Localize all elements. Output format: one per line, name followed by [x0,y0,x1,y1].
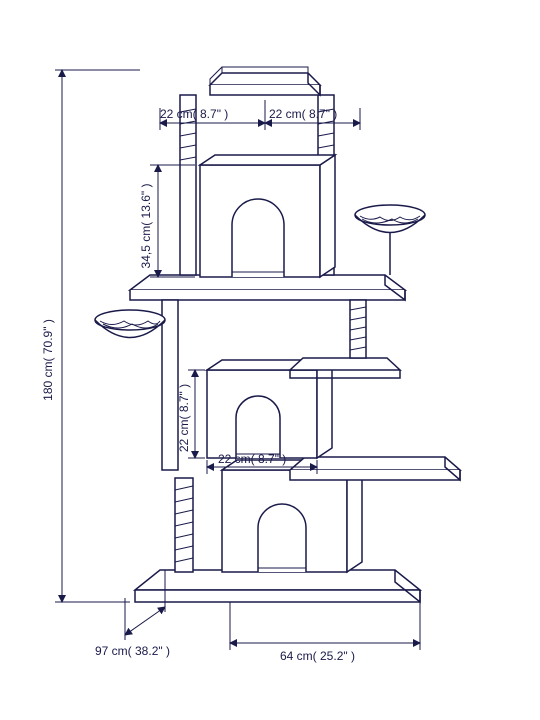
dim-mid-height: 22 cm( 8.7" ) [177,370,205,458]
dim-height-total: 180 cm( 70.9" ) [41,70,140,602]
dim-upper-house-label: 34,5 cm( 13.6" ) [139,184,153,269]
left-hammock [95,310,165,338]
dim-base-width: 64 cm( 25.2" ) [230,602,420,663]
dim-top-left-label: 22 cm( 8.7" ) [160,107,228,121]
dim-top-right-label: 22 cm( 8.7" ) [269,107,337,121]
mid-house [207,360,332,458]
dim-base-depth-label: 97 cm( 38.2" ) [95,644,170,658]
cat-tree-diagram: 180 cm( 70.9" ) 22 cm( 8.7" ) 22 cm( 8.7… [0,0,540,720]
right-hammock [355,205,425,275]
upper-house [200,155,335,277]
base-platform [135,570,420,602]
top-platform [210,67,320,95]
dim-mid-height-label: 22 cm( 8.7" ) [177,384,191,452]
dim-base-width-label: 64 cm( 25.2" ) [280,649,355,663]
dim-mid-width-label: 22 cm( 8.7" ) [218,452,286,466]
right-step [290,457,460,480]
mid-platform [130,275,405,300]
dim-height-total-label: 180 cm( 70.9" ) [41,319,55,401]
